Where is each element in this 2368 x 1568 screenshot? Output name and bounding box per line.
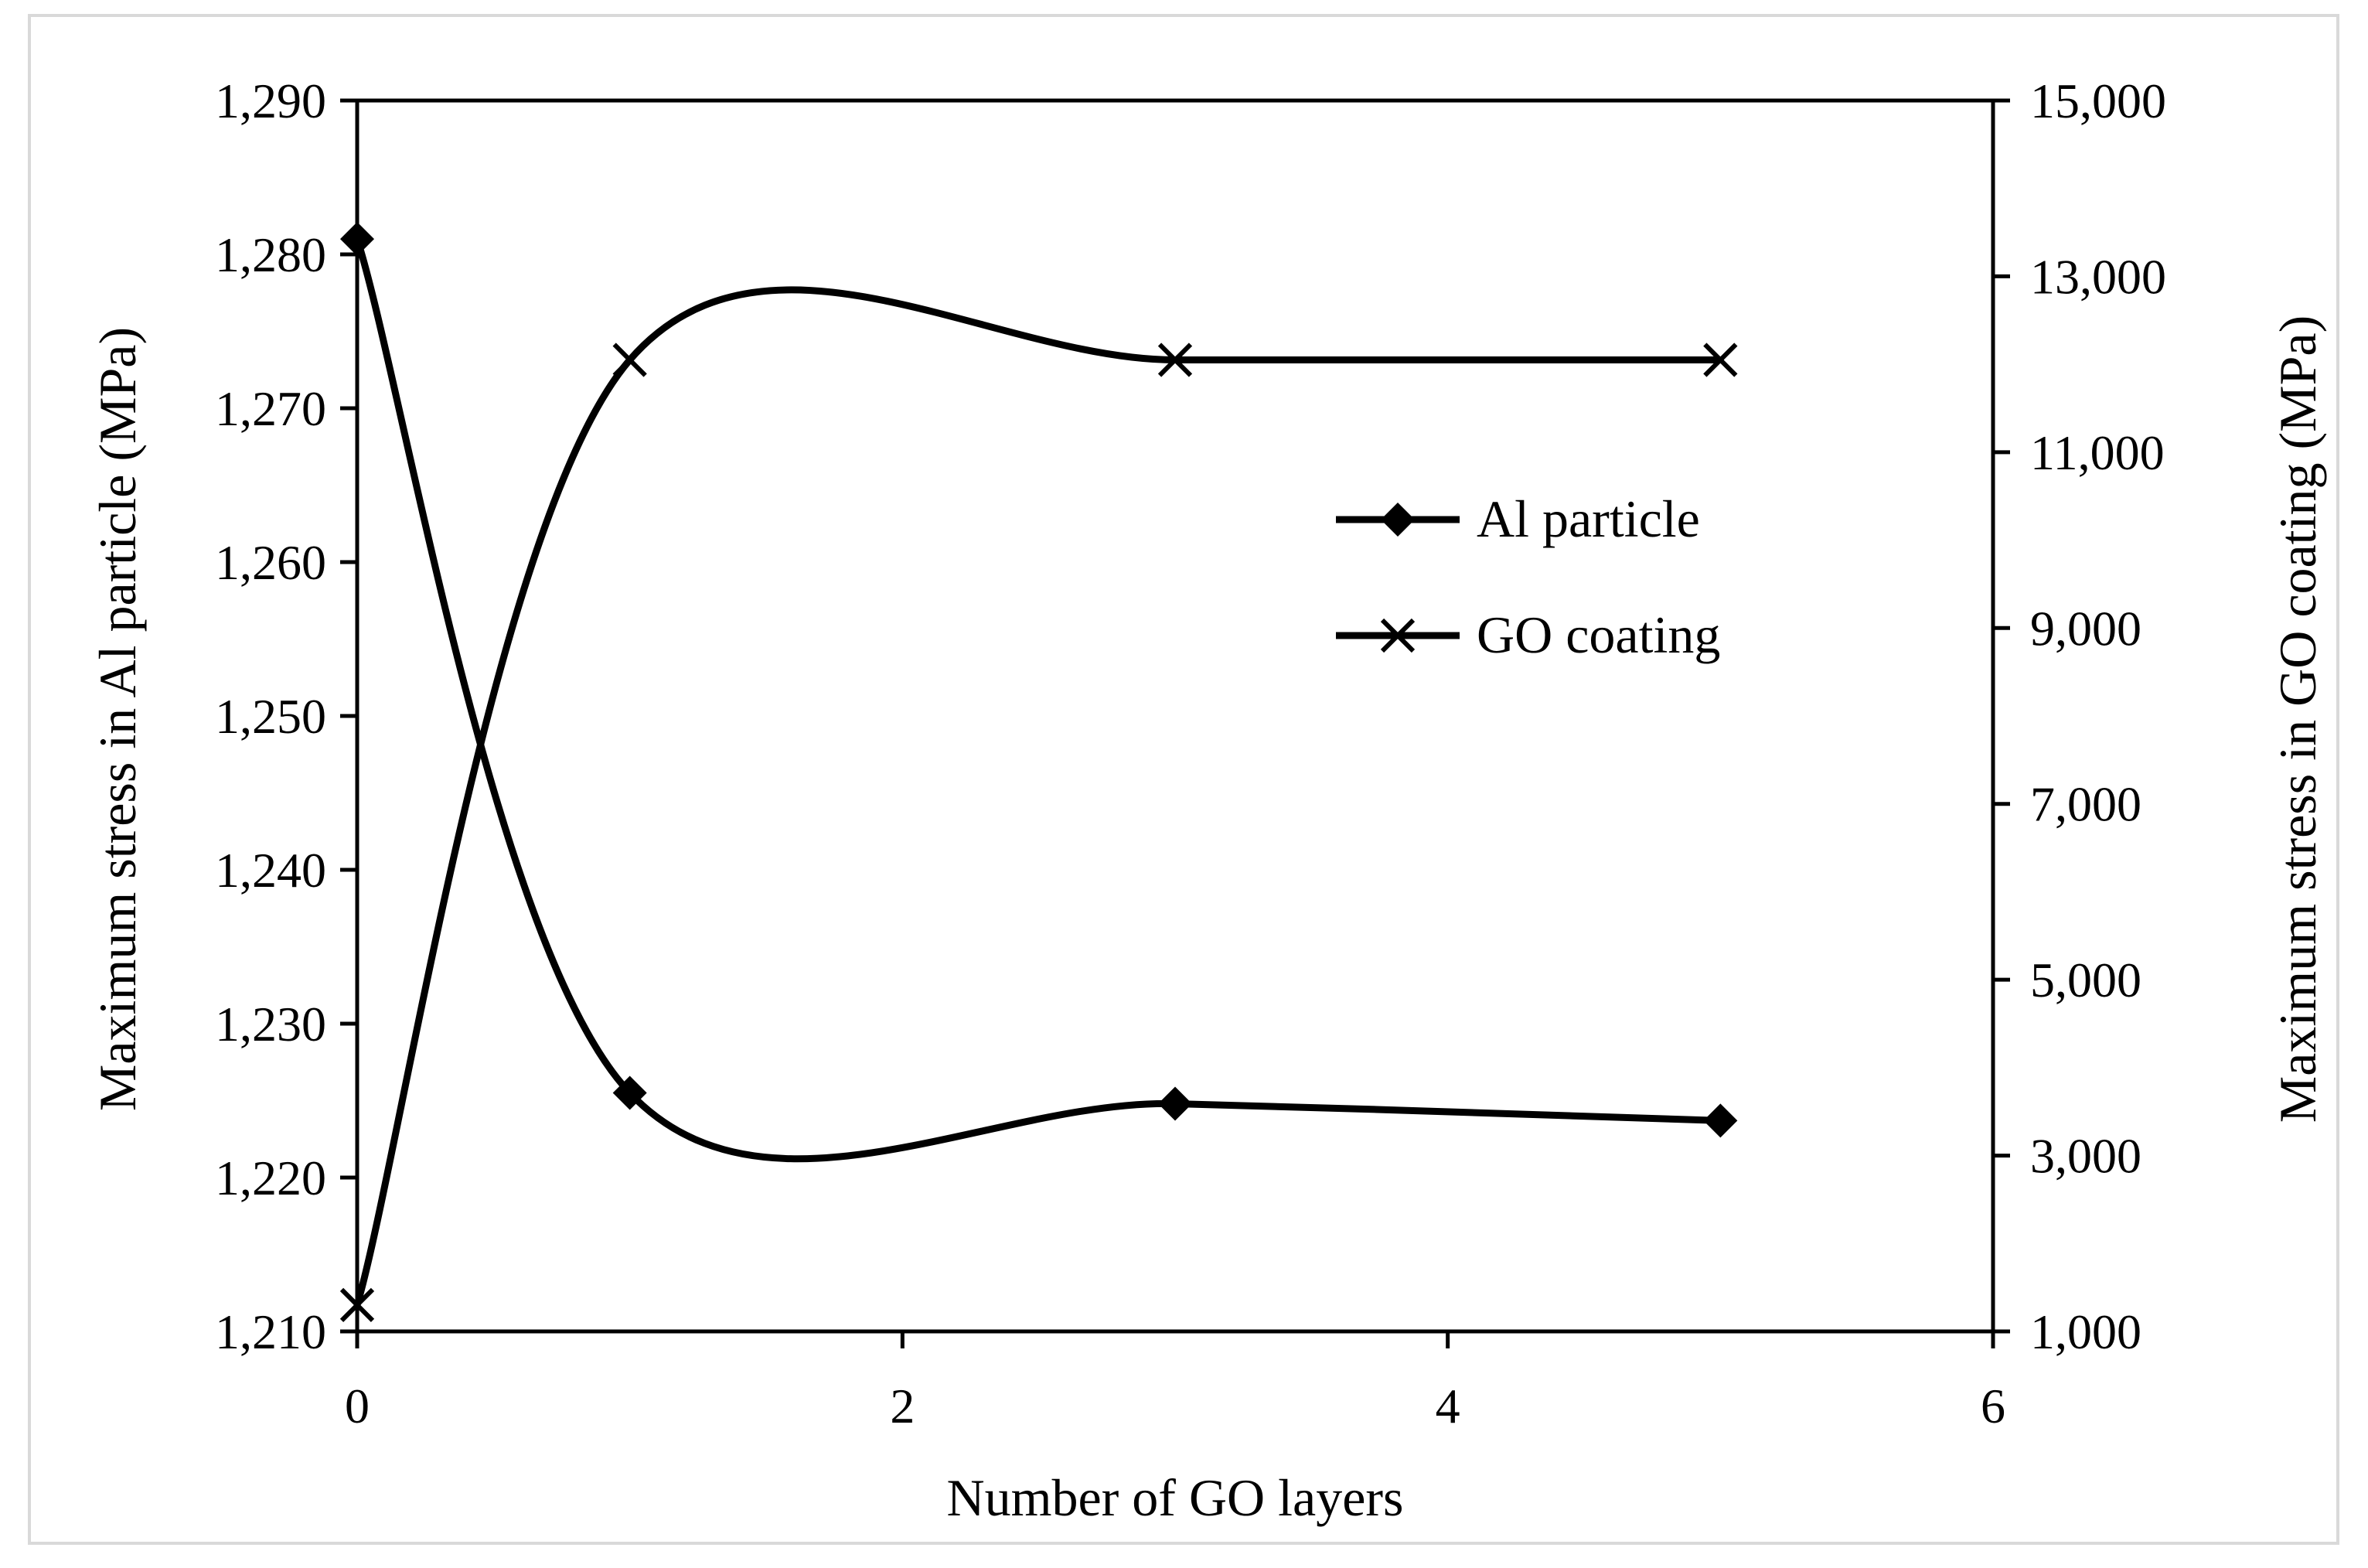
left-y-tick-label: 1,240 (215, 843, 326, 898)
x-axis-ticks: 0 2 4 6 (345, 1331, 2005, 1433)
right-y-tick-label: 9,000 (2030, 601, 2141, 656)
legend-label-go-coating: GO coating (1477, 605, 1720, 664)
series-line-al-particle (353, 235, 1724, 1163)
left-y-tick-label: 1,270 (215, 381, 326, 436)
data-point-x-stroke (1703, 343, 1738, 377)
series-line-go-coating (353, 286, 1724, 1309)
right-y-tick-label: 7,000 (2030, 777, 2141, 832)
data-point-x-stroke (339, 1287, 375, 1323)
plot-area (355, 98, 1995, 1334)
right-y-tick-label: 1,000 (2030, 1304, 2141, 1359)
legend-item-go-coating: GO coating (1336, 605, 1720, 664)
x-tick-label: 0 (345, 1379, 370, 1433)
left-y-tick-label: 1,210 (215, 1304, 326, 1359)
legend-item-al-particle: Al particle (1336, 489, 1700, 548)
data-point-go-coating (612, 343, 647, 377)
left-y-tick-label: 1,260 (215, 535, 326, 590)
data-point-al-particle (1703, 1103, 1738, 1138)
x-tick-label: 4 (1436, 1379, 1460, 1433)
x-tick-label: 2 (890, 1379, 915, 1433)
legend-diamond-marker (1381, 503, 1415, 537)
left-y-axis-ticks: 1,210 1,220 1,230 1,240 1,250 1,260 1,270 1,280… (215, 73, 357, 1359)
x-tick-label: 6 (1981, 1379, 2005, 1433)
right-y-tick-label: 11,000 (2030, 425, 2165, 480)
left-y-tick-label: 1,280 (215, 227, 326, 282)
data-point-x-stroke (1157, 343, 1193, 377)
legend: Al particle GO coating (1336, 489, 1720, 664)
data-point-go-coating (1157, 343, 1193, 377)
series-go-coating (339, 286, 1738, 1323)
left-y-axis-title: Maximum stress in Al particle (MPa) (88, 327, 147, 1111)
left-y-tick-label: 1,220 (215, 1150, 326, 1205)
right-y-axis-ticks: 1,000 3,000 5,000 7,000 9,000 11,000 13,000 15,… (1993, 73, 2166, 1359)
data-point-go-coating (1703, 343, 1738, 377)
data-point-al-particle (1158, 1086, 1192, 1121)
right-y-tick-label: 3,000 (2030, 1129, 2141, 1184)
series-layer (339, 222, 1738, 1323)
data-point-x-stroke (612, 343, 647, 377)
right-y-axis-title: Maximum stress in GO coating (MPa) (2268, 315, 2327, 1123)
left-y-tick-label: 1,230 (215, 997, 326, 1052)
series-al-particle (340, 222, 1738, 1163)
chart-frame (28, 14, 2339, 1545)
left-y-tick-label: 1,290 (215, 73, 326, 128)
left-y-tick-label: 1,250 (215, 689, 326, 744)
right-y-tick-label: 5,000 (2030, 953, 2141, 1007)
data-point-go-coating (339, 1287, 375, 1323)
legend-label-al-particle: Al particle (1477, 489, 1700, 548)
data-point-al-particle (612, 1075, 647, 1110)
data-point-al-particle (340, 222, 374, 257)
right-y-tick-label: 13,000 (2030, 249, 2166, 304)
legend-x-marker (1380, 618, 1416, 653)
right-y-tick-label: 15,000 (2030, 73, 2166, 128)
x-axis-title: Number of GO layers (946, 1468, 1403, 1527)
